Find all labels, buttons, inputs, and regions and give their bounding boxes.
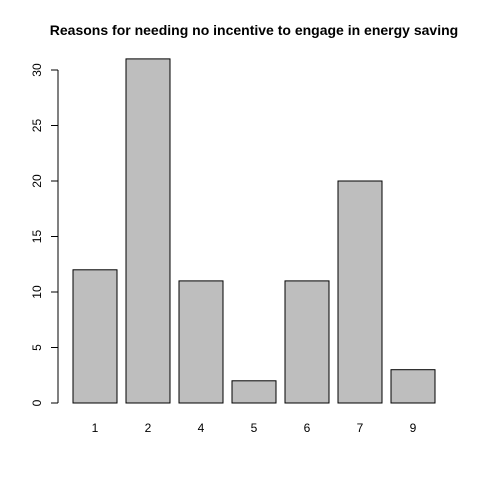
y-tick-label: 0 (30, 399, 44, 406)
bar (178, 280, 224, 404)
x-tick-label: 9 (410, 421, 417, 435)
chart-title: Reasons for needing no incentive to enga… (50, 22, 458, 38)
y-tick-label: 5 (30, 344, 44, 351)
bar (390, 369, 436, 404)
y-tick-label: 20 (30, 174, 44, 188)
bar (125, 58, 171, 404)
bar (231, 380, 277, 404)
y-tick-label: 30 (30, 63, 44, 77)
y-tick-label: 25 (30, 119, 44, 133)
y-tick-label: 15 (30, 230, 44, 244)
bar (284, 280, 330, 404)
x-tick-label: 2 (145, 421, 152, 435)
x-axis-labels: 1 2 4 5 6 7 9 (92, 421, 417, 435)
x-tick-label: 7 (357, 421, 364, 435)
x-tick-label: 5 (251, 421, 258, 435)
bar (72, 269, 118, 404)
x-tick-label: 6 (304, 421, 311, 435)
x-tick-label: 1 (92, 421, 99, 435)
x-tick-label: 4 (198, 421, 205, 435)
y-axis: 0 5 10 15 20 25 30 (30, 63, 59, 406)
y-tick-label: 10 (30, 285, 44, 299)
bars-group (72, 58, 436, 404)
bar (337, 180, 383, 404)
